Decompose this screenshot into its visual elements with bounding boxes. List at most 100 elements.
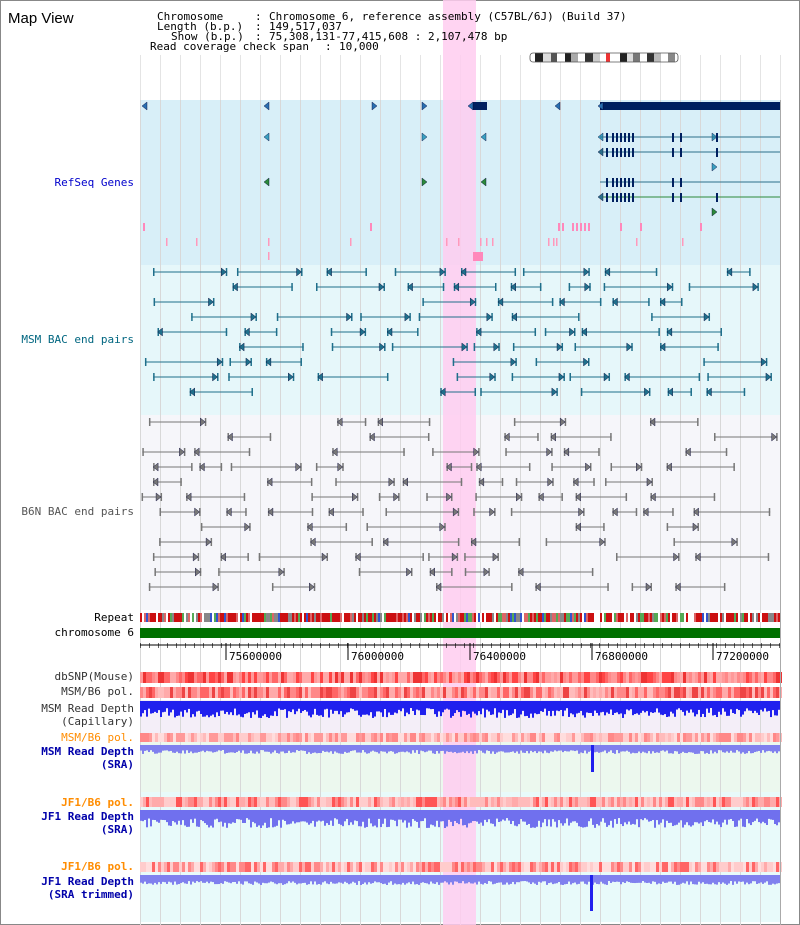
repeat-segment: [544, 613, 546, 622]
track-label-jf1-b6-pol-2[interactable]: JF1/B6 pol.: [61, 860, 134, 873]
gene-arrow: [263, 101, 270, 111]
heat-cell: [743, 672, 746, 683]
heat-cell: [197, 672, 200, 683]
heat-cell: [245, 797, 248, 807]
heat-cell: [398, 733, 401, 742]
heat-cell: [590, 672, 593, 683]
depth-bar: [272, 701, 274, 716]
track-label-msm-depth-sra[interactable]: MSM Read Depth: [41, 745, 134, 758]
depth-bar: [286, 875, 288, 884]
depth-bar: [464, 701, 466, 712]
depth-bar: [424, 745, 426, 753]
repeat-segment: [242, 613, 244, 622]
depth-bar: [734, 810, 736, 827]
depth-bar: [336, 810, 338, 820]
heat-cell: [185, 733, 188, 742]
heat-cell: [323, 672, 326, 683]
heat-cell: [209, 862, 212, 872]
heat-cell: [443, 672, 446, 683]
repeat-segment: [762, 613, 764, 622]
heat-cell: [371, 687, 374, 698]
depth-bar: [520, 810, 522, 820]
track-label-b6n-bac[interactable]: B6N BAC end pairs: [21, 505, 134, 518]
heat-cell: [218, 672, 221, 683]
depth-bar: [516, 701, 518, 718]
depth-bar: [642, 701, 644, 711]
bac-arrow: [439, 387, 446, 397]
heat-cell: [773, 672, 776, 683]
track-label-jf1-depth-sra-sub: (SRA): [100, 823, 134, 836]
depth-bar: [620, 701, 622, 714]
depth-bar: [456, 810, 458, 823]
track-label-jf1-depth-sra[interactable]: JF1 Read Depth: [41, 810, 134, 823]
depth-bar: [436, 810, 438, 821]
heat-cell: [668, 672, 671, 683]
depth-bar: [738, 701, 740, 711]
bac-end: [180, 478, 182, 486]
heat-cell: [356, 797, 359, 807]
depth-bar: [566, 745, 568, 752]
track-label-msm-depth-capillary[interactable]: MSM Read Depth: [41, 702, 134, 715]
pink-mark: [553, 238, 555, 246]
depth-bar: [638, 810, 640, 828]
repeat-segment: [310, 613, 312, 622]
depth-bar: [286, 810, 288, 825]
depth-bar: [678, 701, 680, 709]
depth-bar: [762, 745, 764, 751]
heat-cell: [452, 797, 455, 807]
bac-arrow: [726, 267, 733, 277]
track-label-msm-bac[interactable]: MSM BAC end pairs: [21, 333, 134, 346]
depth-bar: [418, 810, 420, 828]
repeat-segment: [230, 613, 232, 622]
bac-end: [245, 508, 247, 516]
heat-cell: [755, 672, 758, 683]
heat-cell: [242, 862, 245, 872]
depth-bar: [610, 875, 612, 883]
depth-bar: [728, 810, 730, 820]
heat-cell: [281, 733, 284, 742]
heat-cell: [314, 733, 317, 742]
track-label-jf1-b6-pol-1[interactable]: JF1/B6 pol.: [61, 796, 134, 809]
repeat-segment: [564, 613, 566, 622]
bac-arrow: [446, 462, 452, 472]
depth-bar: [252, 745, 254, 754]
exon: [716, 148, 718, 157]
depth-bar: [342, 701, 344, 717]
depth-bar: [746, 701, 748, 709]
heat-cell: [365, 672, 368, 683]
heat-cell: [449, 797, 452, 807]
depth-bar: [534, 875, 536, 884]
depth-bar: [284, 701, 286, 710]
heat-cell: [365, 862, 368, 872]
heat-cell: [323, 733, 326, 742]
depth-bar: [540, 701, 542, 712]
heat-cell: [188, 672, 191, 683]
depth-bar: [466, 745, 468, 752]
track-label-jf1-depth-trimmed[interactable]: JF1 Read Depth: [41, 875, 134, 888]
heat-cell: [686, 797, 689, 807]
depth-bar: [584, 701, 586, 718]
heat-cell: [512, 797, 515, 807]
depth-bar: [562, 745, 564, 753]
depth-bar: [732, 745, 734, 753]
depth-bar: [182, 701, 184, 717]
depth-bar: [714, 701, 716, 715]
track-label-repeat[interactable]: Repeat: [94, 611, 134, 624]
depth-bar: [412, 701, 414, 711]
heat-cell: [569, 687, 572, 698]
depth-bar: [746, 745, 748, 754]
heat-cell: [236, 862, 239, 872]
track-label-dbsnp[interactable]: dbSNP(Mouse): [54, 670, 134, 683]
ideogram-band: [668, 53, 675, 62]
depth-bar: [658, 745, 660, 753]
track-label-msm-b6-pol-2[interactable]: MSM/B6 pol.: [61, 731, 134, 744]
track-label-refseq[interactable]: RefSeq Genes: [54, 176, 134, 189]
depth-bar: [140, 745, 142, 751]
depth-bar: [744, 875, 746, 885]
length-info-sep: :: [255, 20, 262, 33]
heat-cell: [680, 672, 683, 683]
depth-bar: [296, 810, 298, 823]
bac-end: [539, 283, 542, 291]
track-label-msm-b6-pol-1[interactable]: MSM/B6 pol.: [61, 685, 134, 698]
heat-cell: [179, 797, 182, 807]
